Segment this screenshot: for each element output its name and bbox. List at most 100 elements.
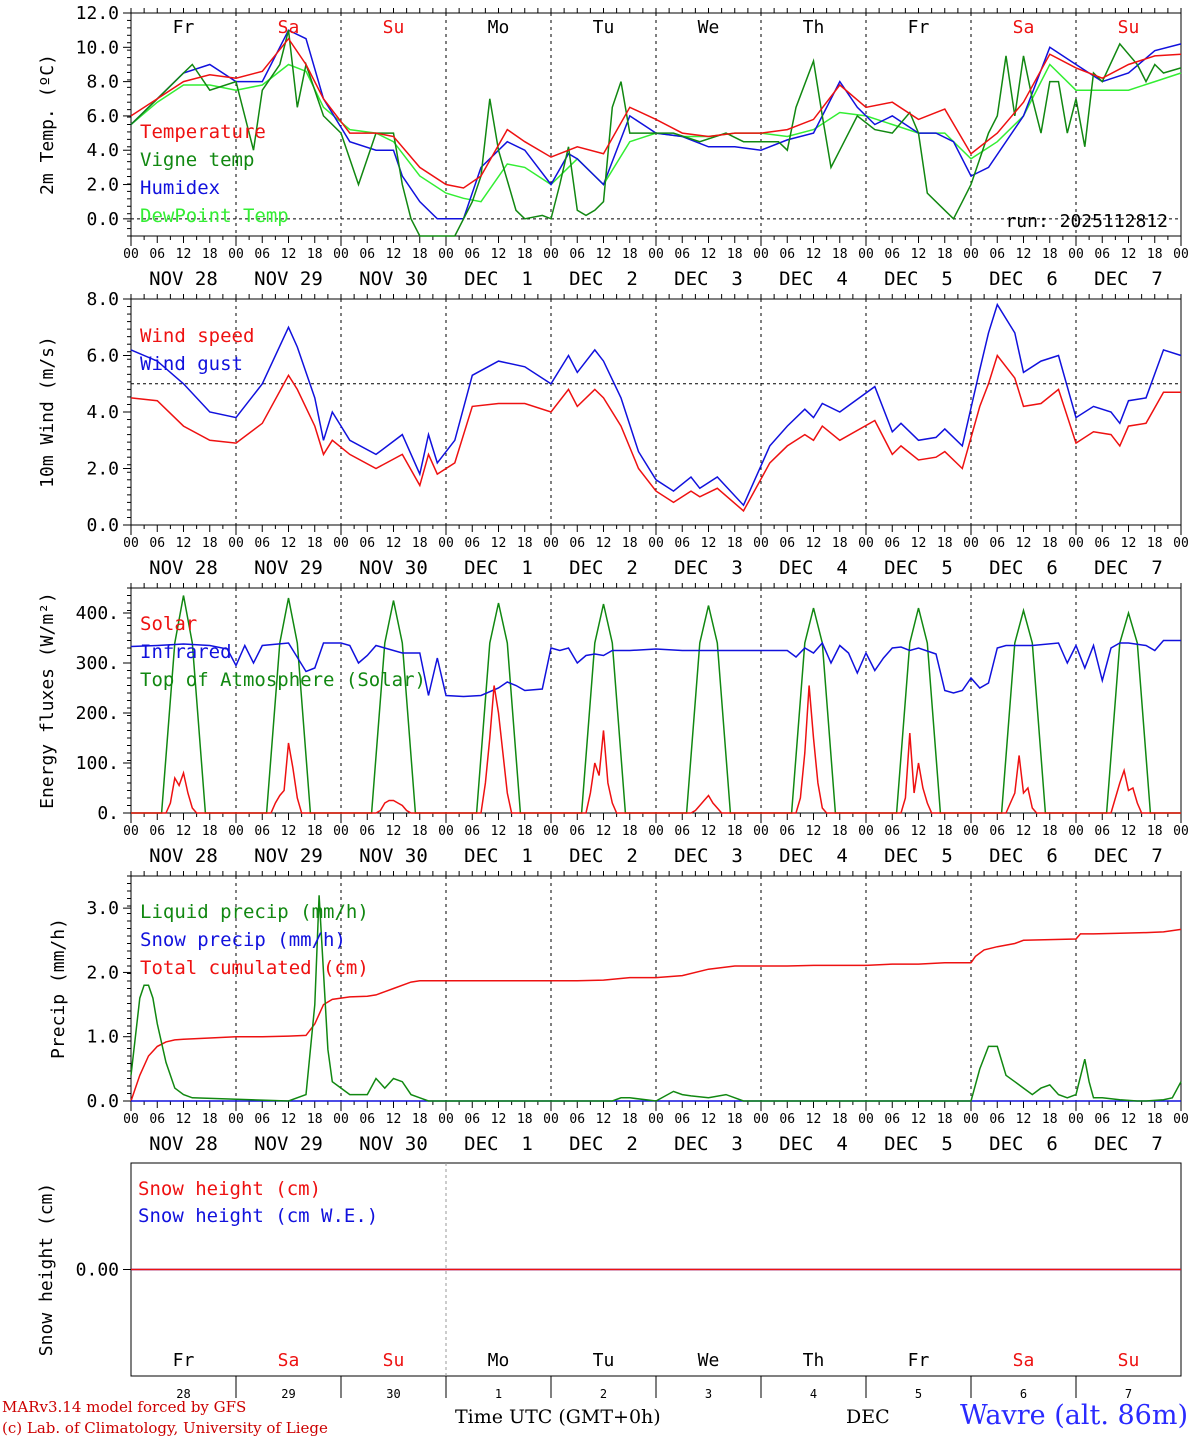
day-name-mo: Mo bbox=[488, 1350, 510, 1371]
series-top-of-atmosphere-solar bbox=[131, 595, 1181, 814]
series-wind-gust bbox=[130, 302, 1182, 507]
day-name-su: Su bbox=[1118, 1350, 1140, 1371]
series-dewpoint-temp bbox=[130, 63, 1182, 203]
day-name-we: We bbox=[698, 1350, 720, 1371]
hour-label: 00 bbox=[648, 247, 664, 262]
hour-label: 00 bbox=[753, 824, 769, 839]
hour-label: 00 bbox=[438, 536, 454, 551]
y-tick-label: 4.0 bbox=[86, 140, 119, 161]
hour-label: 00 bbox=[753, 1112, 769, 1127]
date-label: NOV 28 bbox=[149, 557, 218, 579]
hour-label: 18 bbox=[307, 824, 323, 839]
hour-label: 06 bbox=[674, 1112, 690, 1127]
date-label: NOV 29 bbox=[254, 845, 323, 867]
hour-label: 06 bbox=[254, 536, 270, 551]
date-label: DEC 4 bbox=[779, 268, 848, 290]
hour-label: 00 bbox=[858, 824, 874, 839]
hour-label: 00 bbox=[543, 1112, 559, 1127]
hour-label: 00 bbox=[333, 824, 349, 839]
hour-label: 06 bbox=[464, 1112, 480, 1127]
hour-label: 18 bbox=[307, 1112, 323, 1127]
hour-label: 06 bbox=[989, 536, 1005, 551]
hour-label: 00 bbox=[438, 1112, 454, 1127]
date-label: DEC 2 bbox=[569, 845, 638, 867]
hour-label: 18 bbox=[727, 824, 743, 839]
date-label: DEC 3 bbox=[674, 557, 743, 579]
hour-label: 06 bbox=[149, 1112, 165, 1127]
hour-label: 12 bbox=[1121, 536, 1137, 551]
hour-label: 00 bbox=[1173, 1112, 1189, 1127]
hour-label: 06 bbox=[569, 1112, 585, 1127]
hour-label: 06 bbox=[254, 247, 270, 262]
y-axis-label: Energy fluxes (W/m²) bbox=[37, 592, 58, 809]
hour-label: 00 bbox=[1173, 824, 1189, 839]
hour-label: 00 bbox=[753, 247, 769, 262]
hour-label: 06 bbox=[359, 536, 375, 551]
hour-label: 00 bbox=[753, 536, 769, 551]
hour-label: 12 bbox=[281, 824, 297, 839]
hour-label: 12 bbox=[386, 1112, 402, 1127]
legend-snow-height-cm: Snow height (cm) bbox=[138, 1178, 321, 1200]
hour-label: 06 bbox=[1094, 536, 1110, 551]
hour-label: 12 bbox=[281, 247, 297, 262]
hour-label: 00 bbox=[858, 247, 874, 262]
hour-label: 18 bbox=[1042, 1112, 1058, 1127]
hour-label: 00 bbox=[228, 824, 244, 839]
hour-label: 12 bbox=[596, 824, 612, 839]
hour-label: 18 bbox=[517, 824, 533, 839]
legend-top-of-atmosphere-solar: Top of Atmosphere (Solar) bbox=[140, 669, 426, 691]
hour-label: 18 bbox=[832, 824, 848, 839]
date-label: NOV 30 bbox=[359, 1133, 428, 1155]
time-axis-label: Time UTC (GMT+0h) bbox=[455, 1406, 661, 1428]
hour-label: 12 bbox=[176, 824, 192, 839]
hour-label: 12 bbox=[596, 1112, 612, 1127]
series-wind-speed bbox=[130, 353, 1181, 513]
hour-label: 06 bbox=[779, 824, 795, 839]
hour-label: 18 bbox=[1042, 536, 1058, 551]
hour-label: 06 bbox=[359, 247, 375, 262]
hour-label: 12 bbox=[386, 824, 402, 839]
hour-label: 06 bbox=[359, 1112, 375, 1127]
hour-label: 00 bbox=[963, 824, 979, 839]
hour-label: 18 bbox=[412, 247, 428, 262]
hour-label: 12 bbox=[176, 247, 192, 262]
hour-label: 18 bbox=[1147, 247, 1163, 262]
hour-label: 00 bbox=[963, 1112, 979, 1127]
hour-label: 06 bbox=[674, 824, 690, 839]
hour-label: 06 bbox=[569, 536, 585, 551]
day-number: 4 bbox=[810, 1387, 817, 1401]
model-credit: MARv3.14 model forced by GFS bbox=[2, 1398, 247, 1416]
day-number: 2 bbox=[600, 1387, 607, 1401]
hour-label: 18 bbox=[307, 247, 323, 262]
legend-snow-height-cm-w-e: Snow height (cm W.E.) bbox=[138, 1205, 378, 1227]
y-tick-label: 3.0 bbox=[86, 898, 119, 919]
day-name-su: Su bbox=[1118, 17, 1140, 38]
hour-label: 12 bbox=[1121, 824, 1137, 839]
hour-label: 06 bbox=[464, 536, 480, 551]
hour-label: 06 bbox=[989, 1112, 1005, 1127]
hour-label: 12 bbox=[806, 536, 822, 551]
legend-solar: Solar bbox=[140, 613, 197, 635]
hour-label: 18 bbox=[412, 824, 428, 839]
hour-label: 06 bbox=[884, 824, 900, 839]
hour-label: 06 bbox=[149, 536, 165, 551]
y-tick-label: 10.0 bbox=[76, 37, 119, 58]
hour-label: 00 bbox=[963, 247, 979, 262]
hour-label: 00 bbox=[123, 536, 139, 551]
hour-label: 12 bbox=[491, 1112, 507, 1127]
day-name-fr: Fr bbox=[173, 1350, 195, 1371]
y-tick-label: 8.0 bbox=[86, 289, 119, 310]
date-label: DEC 6 bbox=[989, 557, 1058, 579]
y-tick-label: 0.0 bbox=[86, 515, 119, 536]
hour-label: 00 bbox=[438, 247, 454, 262]
hour-label: 12 bbox=[281, 536, 297, 551]
legend-liquid-precip-mm-h: Liquid precip (mm/h) bbox=[140, 901, 369, 923]
hour-label: 06 bbox=[359, 824, 375, 839]
y-tick-label: 8.0 bbox=[86, 72, 119, 93]
date-label: DEC 6 bbox=[989, 845, 1058, 867]
hour-label: 06 bbox=[674, 536, 690, 551]
y-axis-label: 2m Temp. (ºC) bbox=[37, 54, 58, 195]
day-name-th: Th bbox=[803, 17, 825, 38]
hour-label: 00 bbox=[123, 824, 139, 839]
day-name-sa: Sa bbox=[278, 17, 300, 38]
